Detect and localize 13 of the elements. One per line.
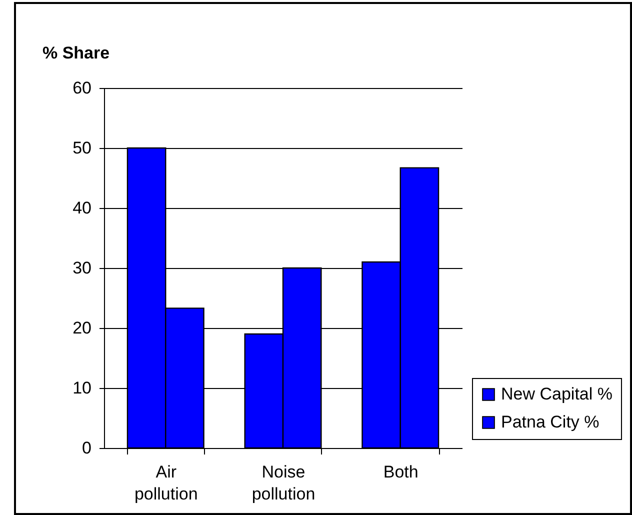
legend-label: Patna City % [501, 412, 600, 432]
y-tick-label: 10 [72, 378, 92, 398]
y-tick-label: 60 [72, 78, 92, 98]
x-tick-label: Air pollution [134, 462, 198, 504]
y-tick-label: 20 [72, 318, 92, 338]
y-tick-label: 50 [72, 138, 92, 158]
y-tick-label: 0 [82, 438, 92, 458]
x-tick-label: Noise pollution [252, 462, 316, 504]
x-tick-label: Both [383, 462, 418, 482]
y-axis-title: % Share [42, 44, 110, 62]
y-tick-label: 40 [72, 198, 92, 218]
y-tick-label: 30 [72, 258, 92, 278]
legend-label: New Capital % [501, 384, 612, 404]
